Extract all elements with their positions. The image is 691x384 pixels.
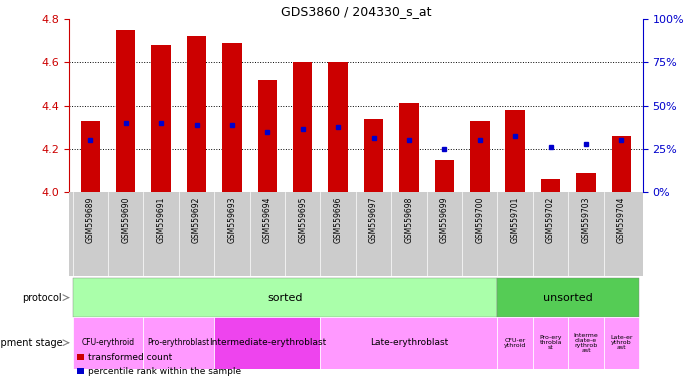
Bar [505, 110, 525, 192]
Legend: transformed count, percentile rank within the sample: transformed count, percentile rank withi… [74, 350, 245, 379]
Text: GSM559689: GSM559689 [86, 196, 95, 243]
Text: GSM559694: GSM559694 [263, 196, 272, 243]
Bar [151, 45, 171, 192]
Text: GSM559690: GSM559690 [121, 196, 130, 243]
Bar [541, 179, 560, 192]
Text: GSM559692: GSM559692 [192, 196, 201, 243]
Text: GSM559697: GSM559697 [369, 196, 378, 243]
Text: Late-er
ythrob
ast: Late-er ythrob ast [610, 335, 633, 350]
Text: GSM559703: GSM559703 [582, 196, 591, 243]
Text: Pro-ery
throbla
st: Pro-ery throbla st [540, 335, 562, 350]
Bar [604, 317, 639, 369]
Text: sorted: sorted [267, 293, 303, 303]
Bar [498, 317, 533, 369]
Bar [328, 63, 348, 192]
Bar [223, 43, 242, 192]
Text: CFU-erythroid: CFU-erythroid [82, 338, 135, 347]
Text: GSM559702: GSM559702 [546, 196, 555, 243]
Bar [293, 63, 312, 192]
Bar [187, 36, 207, 192]
Text: GSM559700: GSM559700 [475, 196, 484, 243]
Bar [214, 317, 321, 369]
Bar [533, 317, 568, 369]
Text: GSM559693: GSM559693 [227, 196, 236, 243]
Title: GDS3860 / 204330_s_at: GDS3860 / 204330_s_at [281, 5, 431, 18]
Bar [73, 317, 144, 369]
Bar [321, 317, 498, 369]
Bar [399, 103, 419, 192]
Text: Pro-erythroblast: Pro-erythroblast [148, 338, 210, 347]
Text: GSM559704: GSM559704 [617, 196, 626, 243]
Text: GSM559691: GSM559691 [157, 196, 166, 243]
Text: protocol: protocol [23, 293, 62, 303]
Bar [612, 136, 631, 192]
Text: CFU-er
ythroid: CFU-er ythroid [504, 338, 527, 348]
Text: GSM559701: GSM559701 [511, 196, 520, 243]
Bar [116, 30, 135, 192]
Text: Interme
diate-e
rythrob
ast: Interme diate-e rythrob ast [574, 333, 598, 353]
Text: Late-erythroblast: Late-erythroblast [370, 338, 448, 347]
Text: GSM559699: GSM559699 [440, 196, 449, 243]
Text: GSM559695: GSM559695 [299, 196, 307, 243]
Text: GSM559696: GSM559696 [334, 196, 343, 243]
Text: unsorted: unsorted [543, 293, 593, 303]
Bar [258, 80, 277, 192]
Bar [568, 317, 604, 369]
Text: development stage: development stage [0, 338, 62, 348]
Bar [498, 278, 639, 317]
Bar [435, 160, 454, 192]
Bar [144, 317, 214, 369]
Bar [470, 121, 489, 192]
Bar [364, 119, 384, 192]
Text: Intermediate-erythroblast: Intermediate-erythroblast [209, 338, 326, 347]
Bar [576, 172, 596, 192]
Text: GSM559698: GSM559698 [404, 196, 413, 243]
Bar [81, 121, 100, 192]
Bar [73, 278, 498, 317]
